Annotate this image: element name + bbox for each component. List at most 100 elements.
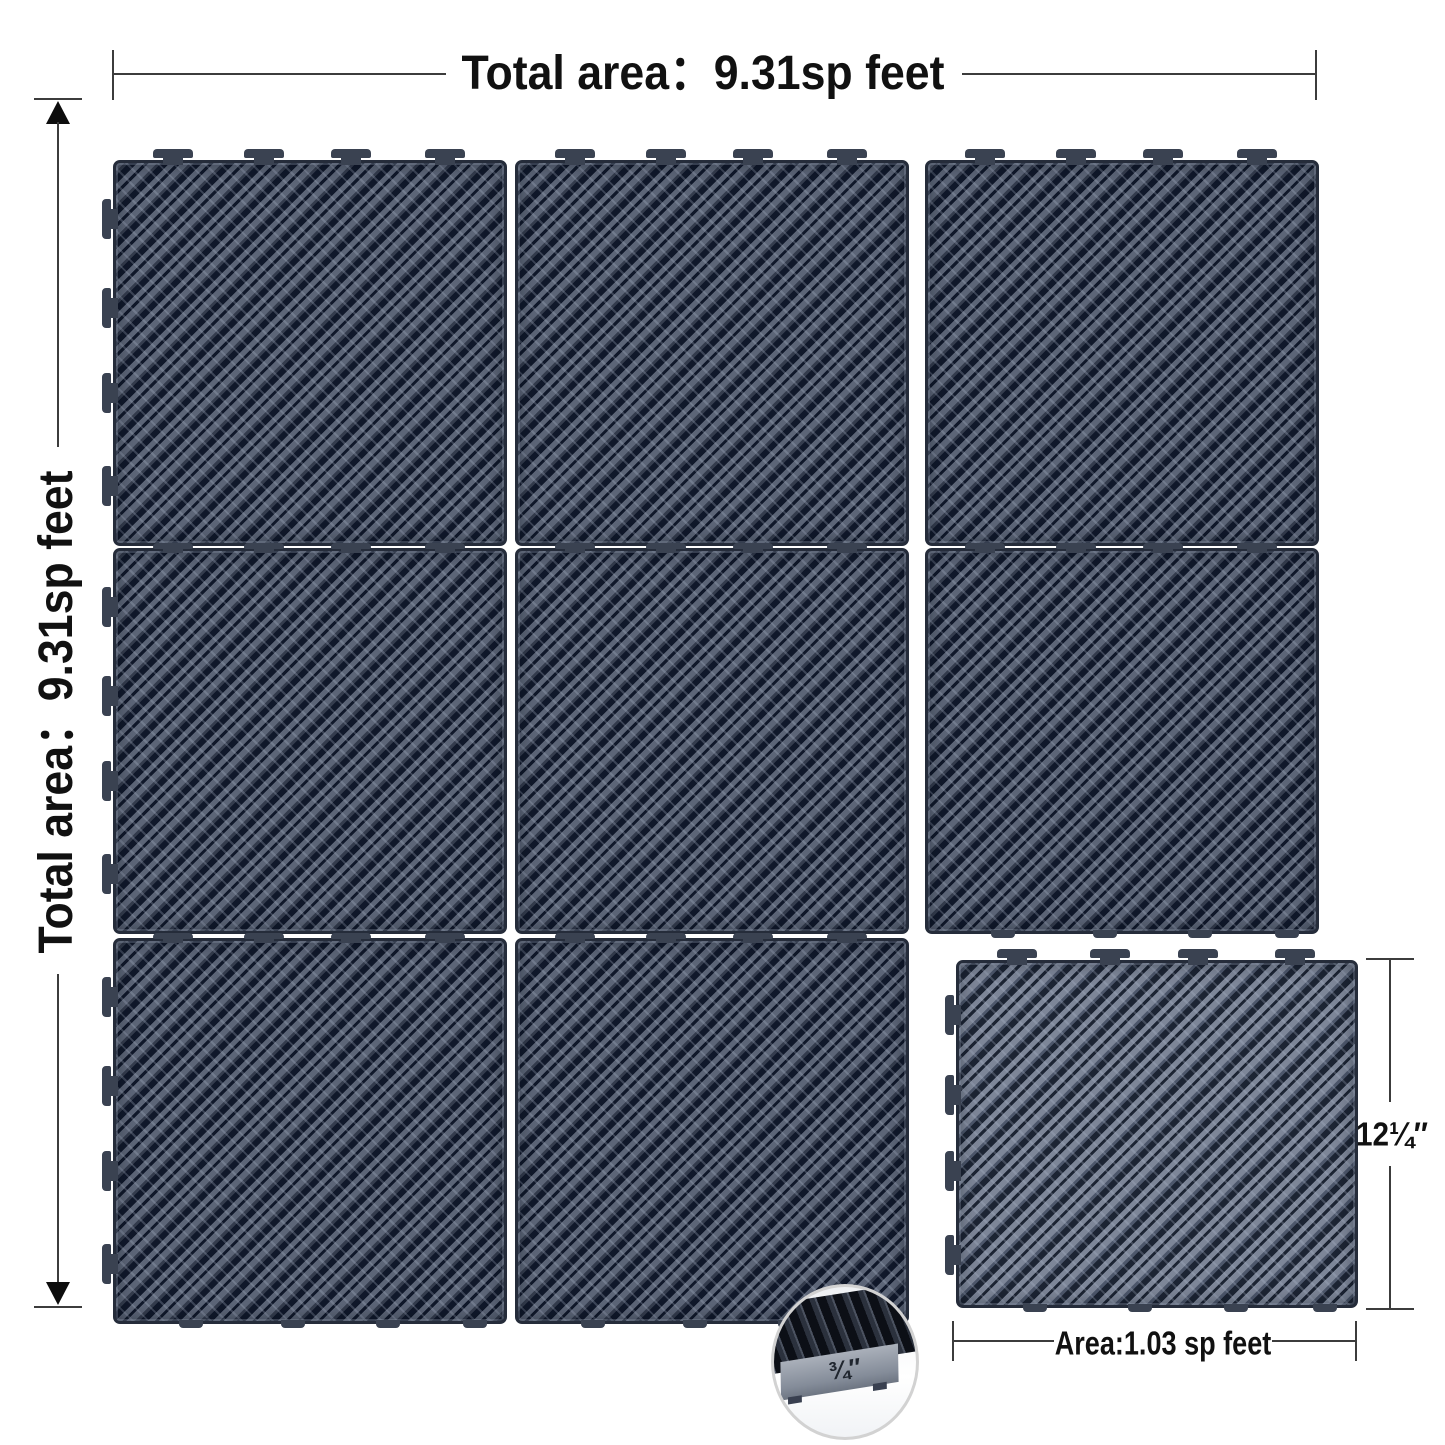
connector-tab-left <box>945 1151 961 1191</box>
connector-tab-left <box>102 199 118 239</box>
connector-nub-bottom <box>1128 1304 1152 1312</box>
connector-tab-left <box>102 1151 118 1191</box>
height-dimension-line-lower <box>1389 1166 1391 1309</box>
connector-tab-top <box>244 149 284 165</box>
connector-tab-top <box>827 543 867 553</box>
connector-tab-left <box>102 587 118 627</box>
connector-tab-left <box>102 676 118 716</box>
deck-tile <box>515 543 909 934</box>
connector-tab-left <box>102 854 118 894</box>
connector-tab-top <box>425 933 465 943</box>
connector-tab-top <box>1056 149 1096 165</box>
connector-nub-bottom <box>1275 930 1299 938</box>
connector-tab-left <box>102 466 118 506</box>
connector-tab-top <box>827 149 867 165</box>
connector-nub-bottom <box>991 930 1015 938</box>
connector-tab-top <box>1178 949 1218 965</box>
connector-tab-top <box>827 933 867 943</box>
connector-nub-bottom <box>581 1320 605 1328</box>
connector-tab-left <box>102 1066 118 1106</box>
connector-tab-left <box>945 1235 961 1275</box>
left-dimension-arrow-down <box>46 1282 70 1305</box>
thickness-inset: ¾″ <box>771 1284 919 1440</box>
area-dimension-label: Area:1.03 sp feet <box>1054 1324 1272 1362</box>
top-dimension-line-left <box>114 73 446 75</box>
connector-tab-top <box>1237 543 1277 553</box>
deck-tile <box>925 149 1319 546</box>
connector-tab-left <box>102 977 118 1017</box>
connector-nub-bottom <box>281 1320 305 1328</box>
connector-tab-top <box>733 543 773 553</box>
deck-tile <box>102 543 507 934</box>
connector-tab-top <box>244 933 284 943</box>
connector-tab-top <box>733 149 773 165</box>
connector-tab-left <box>102 761 118 801</box>
connector-tab-left <box>945 995 961 1035</box>
top-dimension-tick-left <box>112 50 114 100</box>
connector-tab-top <box>331 933 371 943</box>
top-dimension-label: Total area：9.31sp feet <box>461 47 945 100</box>
connector-tab-top <box>331 149 371 165</box>
connector-tab-top <box>646 933 686 943</box>
connector-tab-top <box>1275 949 1315 965</box>
connector-tab-top <box>425 543 465 553</box>
deck-tile <box>945 949 1358 1312</box>
connector-tab-top <box>425 149 465 165</box>
left-dimension-arrow-up <box>46 101 70 124</box>
connector-tab-top <box>997 949 1037 965</box>
top-dimension-tick-right <box>1315 50 1317 100</box>
connector-tab-top <box>965 149 1005 165</box>
left-dimension-line-lower <box>57 974 59 1284</box>
connector-tab-left <box>102 373 118 413</box>
connector-tab-left <box>102 288 118 328</box>
connector-tab-left <box>945 1075 961 1115</box>
connector-tab-top <box>733 933 773 943</box>
area-dimension-line-right <box>1272 1340 1356 1342</box>
left-dimension-cap-bottom <box>34 1306 82 1308</box>
connector-tab-top <box>153 149 193 165</box>
connector-tab-top <box>646 149 686 165</box>
connector-nub-bottom <box>1093 930 1117 938</box>
connector-tab-top <box>965 543 1005 553</box>
connector-tab-top <box>1143 149 1183 165</box>
deck-tile <box>515 933 909 1328</box>
thickness-label: ¾″ <box>826 1352 864 1386</box>
connector-tab-top <box>244 543 284 553</box>
connector-tab-top <box>1056 543 1096 553</box>
connector-tab-left <box>102 1244 118 1284</box>
connector-tab-top <box>1090 949 1130 965</box>
connector-tab-top <box>555 543 595 553</box>
connector-nub-bottom <box>463 1320 487 1328</box>
height-dimension-cap-top <box>1366 958 1414 960</box>
connector-nub-bottom <box>683 1320 707 1328</box>
height-dimension-label: 12¼″ <box>1355 1115 1429 1153</box>
left-dimension-cap-top <box>34 98 82 100</box>
connector-tab-top <box>555 933 595 943</box>
height-dimension-cap-bottom <box>1366 1308 1414 1310</box>
deck-tile <box>102 933 507 1328</box>
area-dimension-tick-right <box>1355 1321 1357 1361</box>
connector-nub-bottom <box>179 1320 203 1328</box>
connector-nub-bottom <box>376 1320 400 1328</box>
connector-nub-bottom <box>1188 930 1212 938</box>
connector-tab-top <box>331 543 371 553</box>
connector-tab-top <box>1237 149 1277 165</box>
area-dimension-tick-left <box>952 1321 954 1361</box>
connector-tab-top <box>555 149 595 165</box>
top-dimension-line-right <box>962 73 1315 75</box>
connector-nub-bottom <box>1224 1304 1248 1312</box>
connector-tab-top <box>153 543 193 553</box>
deck-tile <box>925 543 1319 938</box>
connector-tab-top <box>1143 543 1183 553</box>
connector-nub-bottom <box>1023 1304 1047 1312</box>
connector-nub-bottom <box>1313 1304 1337 1312</box>
deck-tile <box>102 149 507 546</box>
left-dimension-label: Total area：9.31sp feet <box>30 470 83 954</box>
area-dimension-line-left <box>954 1340 1054 1342</box>
left-dimension-line-upper <box>57 122 59 447</box>
deck-tile <box>515 149 909 546</box>
connector-tab-top <box>646 543 686 553</box>
height-dimension-line-upper <box>1389 960 1391 1102</box>
connector-tab-top <box>153 933 193 943</box>
